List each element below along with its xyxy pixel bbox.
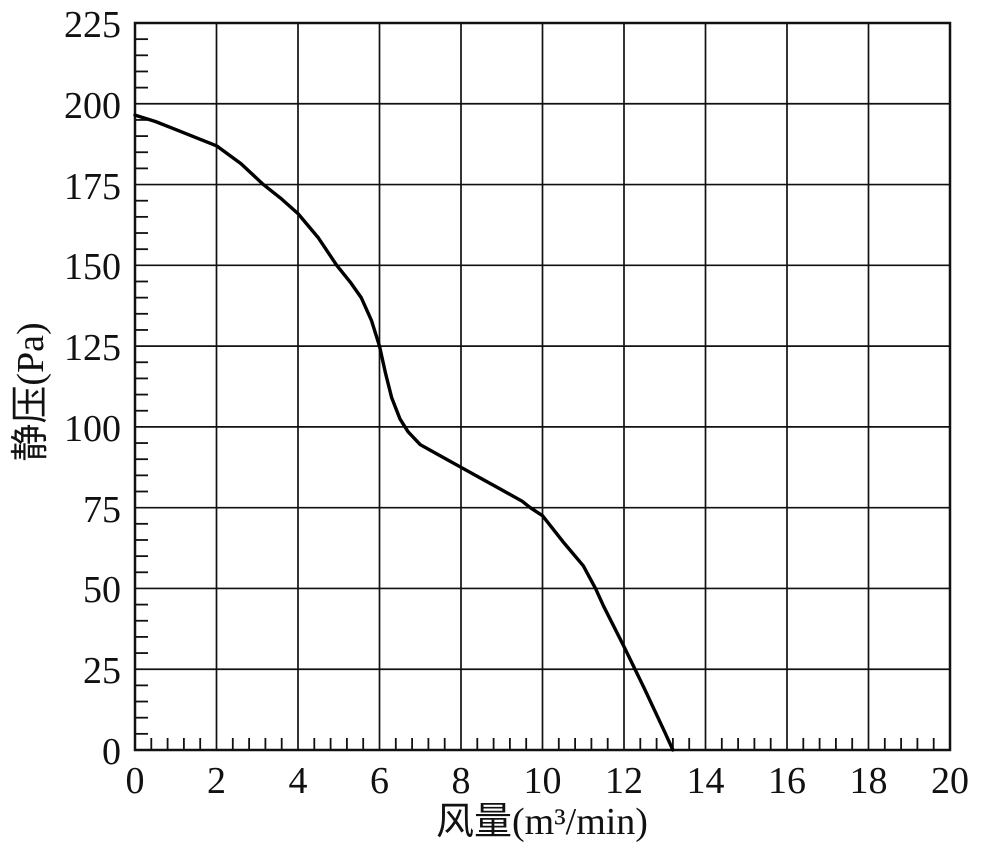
y-tick-label-200: 200	[64, 84, 121, 127]
x-tick-label-2: 2	[207, 760, 226, 802]
y-tick-label-25: 25	[83, 650, 121, 693]
x-tick-label-20: 20	[931, 760, 969, 802]
x-tick-label-6: 6	[370, 760, 389, 802]
y-tick-label-225: 225	[64, 4, 121, 46]
x-minor-ticks	[150, 738, 935, 750]
x-tick-label-4: 4	[288, 760, 308, 802]
y-tick-label-125: 125	[64, 327, 121, 370]
y-tick-label-100: 100	[64, 407, 121, 450]
y-tick-label-175: 175	[64, 165, 121, 208]
grid-lines	[134, 22, 951, 751]
x-tick-label-14: 14	[686, 760, 725, 802]
pressure-curve	[133, 113, 675, 752]
x-tick-label-12: 12	[605, 760, 643, 802]
y-tick-label-75: 75	[83, 488, 121, 531]
x-tick-label-16: 16	[768, 760, 806, 802]
x-tick-label-10: 10	[523, 760, 562, 802]
x-tick-label-8: 8	[451, 760, 471, 802]
x-axis-title: 风量(m³/min)	[436, 801, 648, 843]
y-tick-label-0: 0	[102, 731, 121, 773]
x-tick-label-0: 0	[125, 760, 145, 802]
x-tick-label-18: 18	[849, 760, 888, 802]
y-tick-label-150: 150	[64, 246, 121, 289]
plot-border	[133, 21, 952, 752]
y-tick-label-50: 50	[83, 569, 121, 612]
y-minor-ticks	[135, 38, 148, 735]
